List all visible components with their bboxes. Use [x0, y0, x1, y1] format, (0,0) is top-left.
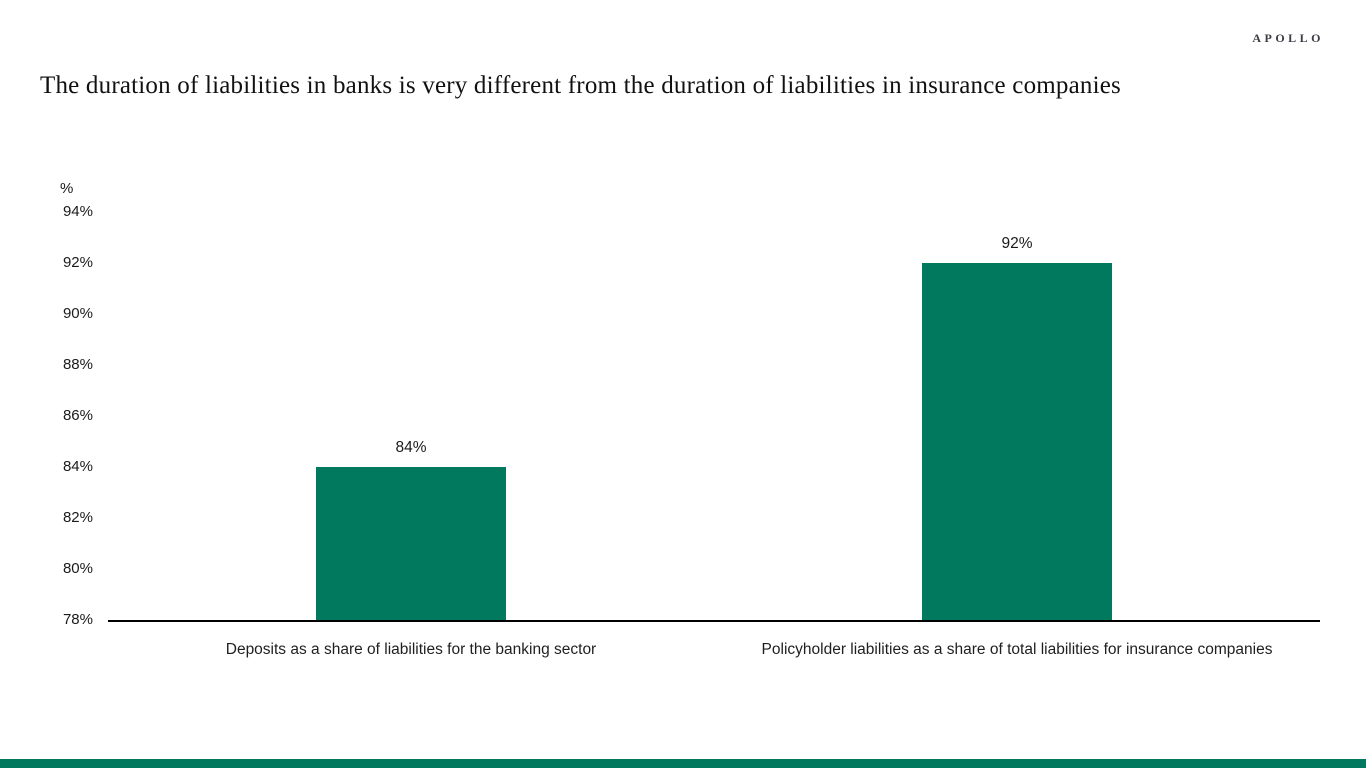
- category-label: Policyholder liabilities as a share of t…: [761, 641, 1273, 658]
- apollo-logo: APOLLO: [1252, 31, 1324, 45]
- bar-value-label: 84%: [395, 439, 427, 456]
- y-axis-unit-label: %: [60, 180, 74, 197]
- chart-title: The duration of liabilities in banks is …: [40, 72, 1121, 99]
- category-label: Deposits as a share of liabilities for t…: [225, 641, 597, 658]
- y-axis-tick-label: 94%: [62, 203, 93, 220]
- x-axis-line: [108, 620, 1320, 622]
- y-axis-tick-label: 78%: [62, 611, 93, 628]
- y-axis-tick-label: 82%: [62, 509, 93, 526]
- y-axis-tick-label: 92%: [62, 254, 93, 271]
- bar-2: [922, 263, 1112, 620]
- footer-accent-bar: [0, 759, 1366, 768]
- y-axis-tick-label: 88%: [62, 356, 93, 373]
- bar-value-label: 92%: [1001, 235, 1033, 252]
- y-axis-tick-label: 84%: [62, 458, 93, 475]
- y-axis-tick-label: 86%: [62, 407, 93, 424]
- bar-1: [316, 467, 506, 620]
- y-axis-tick-label: 90%: [62, 305, 93, 322]
- y-axis-tick-label: 80%: [62, 560, 93, 577]
